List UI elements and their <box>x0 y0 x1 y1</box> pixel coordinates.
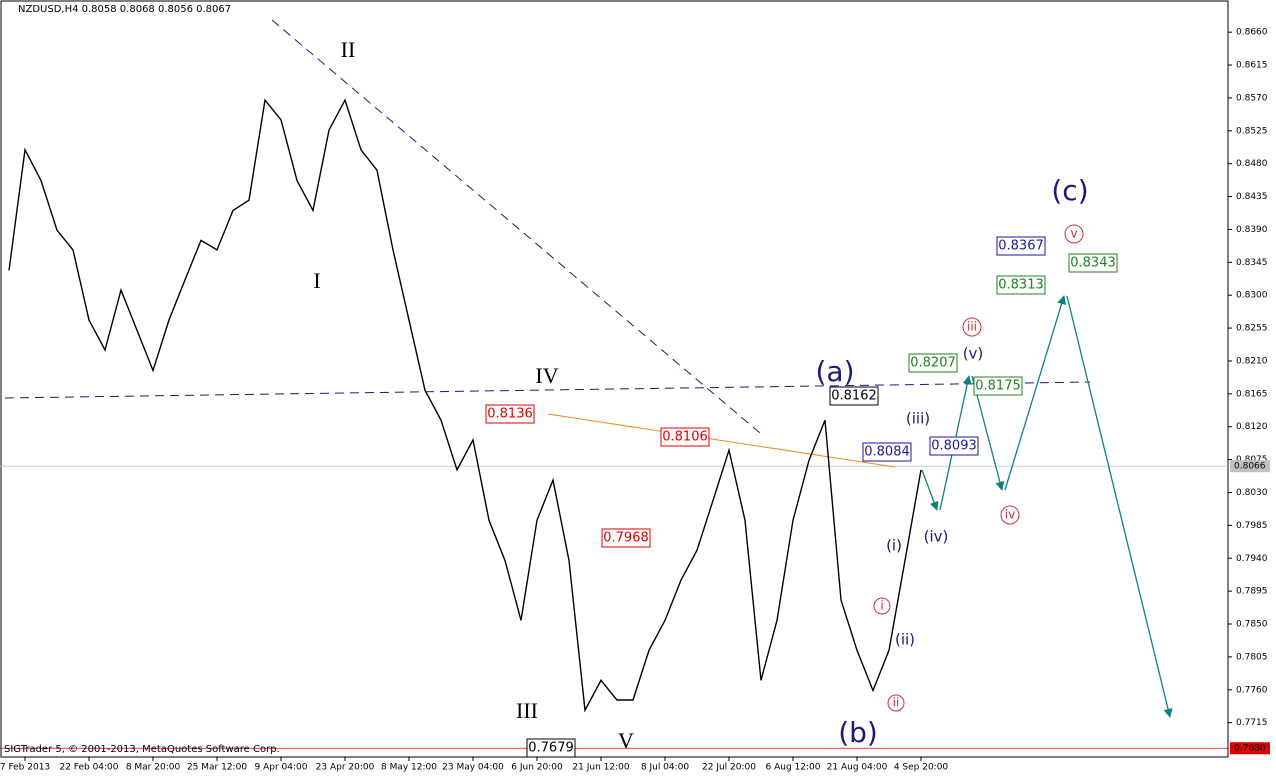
wave-label: (iii) <box>906 410 930 428</box>
wave-label: i <box>880 599 883 613</box>
wave-label: ii <box>893 696 900 710</box>
price-box <box>660 427 710 447</box>
trend-line <box>4 381 1091 399</box>
y-tick-label: 0.8390 <box>1236 225 1268 235</box>
y-tick-label: 0.8075 <box>1236 455 1268 465</box>
trend-line <box>547 413 896 468</box>
price-line-series <box>8 98 922 713</box>
wave-label: (a) <box>815 355 854 388</box>
x-tick-label: 6 Aug 12:00 <box>766 763 821 773</box>
copyright: SIGTrader 5, © 2001-2013, MetaQuotes Sof… <box>4 744 280 755</box>
price-box-label: 0.7679 <box>528 741 574 756</box>
x-tick-label: 21 Aug 04:00 <box>827 763 888 773</box>
wave-circles <box>873 224 1084 712</box>
wave-label: v <box>1070 227 1077 241</box>
price-box <box>996 236 1046 256</box>
price-marker-label: 0.8066 <box>1234 462 1266 472</box>
wave-label: IV <box>535 363 558 388</box>
wave-label: III <box>516 698 538 723</box>
price-box <box>1068 253 1118 273</box>
price-box <box>996 275 1046 295</box>
wave-label: (ii) <box>895 631 915 649</box>
x-tick-label: 25 Mar 12:00 <box>187 763 247 773</box>
price-box-label: 0.8162 <box>831 389 877 404</box>
price-marker-box <box>1230 742 1270 755</box>
wave-label: iii <box>967 320 977 334</box>
x-tick-label: 8 May 12:00 <box>381 763 437 773</box>
price-box <box>526 738 576 758</box>
price-marker-label: 0.7680 <box>1234 744 1266 754</box>
y-tick-label: 0.8525 <box>1236 126 1268 136</box>
wave-label: (c) <box>1051 174 1088 207</box>
x-tick-label: 23 Apr 20:00 <box>316 763 375 773</box>
wave-label: V <box>618 728 634 753</box>
x-tick-label: 9 Apr 04:00 <box>255 763 308 773</box>
wave-label: I <box>313 268 320 293</box>
price-box <box>829 386 879 406</box>
y-tick-label: 0.8615 <box>1236 61 1268 71</box>
y-tick-label: 0.7940 <box>1236 554 1268 564</box>
y-tick-label: 0.8030 <box>1236 488 1268 498</box>
y-tick-label: 0.8345 <box>1236 258 1268 268</box>
price-box-label: 0.8084 <box>864 445 910 460</box>
wave-label: (i) <box>886 537 902 555</box>
y-tick-label: 0.8255 <box>1236 324 1268 334</box>
wave-label: (iv) <box>924 528 949 546</box>
y-tick-label: 0.7985 <box>1236 521 1268 531</box>
y-tick-label: 0.8120 <box>1236 422 1268 432</box>
price-box-label: 0.8207 <box>910 356 956 371</box>
wave-label: (b) <box>838 716 878 749</box>
y-tick-label: 0.8435 <box>1236 192 1268 202</box>
price-box-label: 0.8093 <box>931 439 977 454</box>
price-box-label: 0.8106 <box>662 430 708 445</box>
y-tick-label: 0.8660 <box>1236 28 1268 38</box>
price-box <box>973 376 1023 396</box>
y-tick-label: 0.7760 <box>1236 685 1268 695</box>
y-tick-label: 0.7895 <box>1236 587 1268 597</box>
y-tick-label: 0.8165 <box>1236 389 1268 399</box>
x-tick-label: 23 May 04:00 <box>442 763 504 773</box>
wave-label: II <box>341 37 356 62</box>
y-tick-label: 0.8480 <box>1236 159 1268 169</box>
y-tick-label: 0.7715 <box>1236 718 1268 728</box>
y-tick-label: 0.8210 <box>1236 356 1268 366</box>
price-box-label: 0.8175 <box>975 379 1021 394</box>
x-tick-label: 6 Jun 20:00 <box>511 763 563 773</box>
trend-line <box>271 19 761 434</box>
price-box <box>485 404 535 424</box>
price-box <box>929 436 979 456</box>
x-tick-label: 22 Jul 20:00 <box>702 763 756 773</box>
x-tick-label: 21 Jun 12:00 <box>572 763 629 773</box>
x-tick-label: 4 Sep 20:00 <box>894 763 949 773</box>
x-tick-label: 22 Feb 04:00 <box>59 763 118 773</box>
price-box-label: 0.7968 <box>603 531 649 546</box>
wave-label: iv <box>1005 508 1015 522</box>
x-tick-label: 8 Mar 20:00 <box>126 763 181 773</box>
wave-label: (v) <box>963 345 984 363</box>
y-tick-label: 0.8300 <box>1236 291 1268 301</box>
x-tick-label: 7 Feb 2013 <box>0 763 50 773</box>
y-tick-label: 0.7850 <box>1236 620 1268 630</box>
y-tick-label: 0.7805 <box>1236 652 1268 662</box>
plot-frame <box>0 0 1229 758</box>
price-box-label: 0.8313 <box>998 278 1044 293</box>
price-marker-box <box>1230 460 1270 473</box>
x-tick-label: 8 Jul 04:00 <box>641 763 690 773</box>
price-box <box>862 442 912 462</box>
y-tick-label: 0.8570 <box>1236 93 1268 103</box>
chart-title: NZDUSD,H4 0.8058 0.8068 0.8056 0.8067 <box>18 4 231 15</box>
price-box-label: 0.8367 <box>998 239 1044 254</box>
price-box-label: 0.8136 <box>487 407 533 422</box>
price-box <box>908 353 958 373</box>
price-box-label: 0.8343 <box>1070 256 1116 271</box>
price-box <box>601 528 651 548</box>
